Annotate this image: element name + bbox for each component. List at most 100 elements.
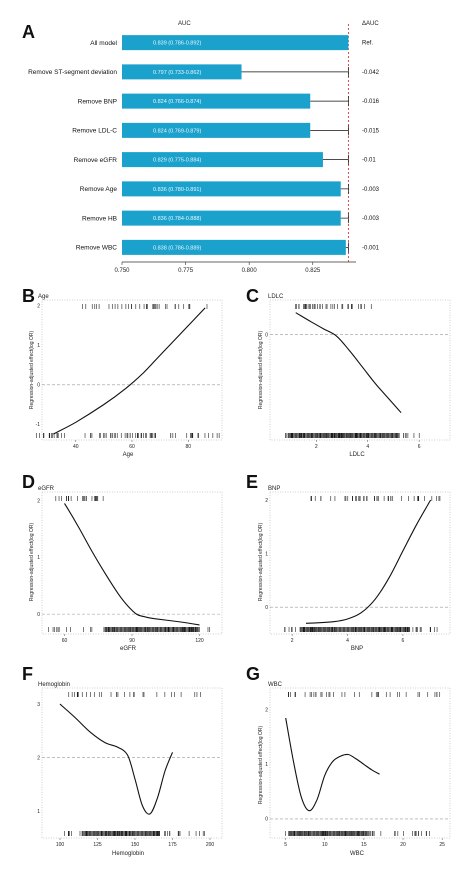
chart-e-title: BNP [268, 486, 280, 492]
x-tick-label: 15 [361, 842, 367, 848]
panel-letter-f: F [22, 664, 33, 684]
plot-frame [269, 687, 451, 839]
bar-value-label: 0.839 (0.786-0.892) [153, 41, 201, 47]
plot-frame [41, 299, 223, 441]
panel-letter-c: C [246, 286, 259, 306]
bar-value-label: 0.797 (0.733-0.862) [153, 70, 201, 76]
chart-e-bnp: 2 4 6 0 1 2 [265, 491, 451, 644]
x-tick-label: 4 [366, 444, 369, 450]
auc-bar [122, 35, 349, 51]
delta-auc-header: ΔAUC [362, 21, 379, 27]
category-label: All model [90, 40, 117, 47]
auc-bar [122, 152, 323, 168]
y-tick-label: 1 [37, 555, 40, 561]
chart-e-ylabel: Regression-adjusted effect(log OR) [258, 523, 264, 602]
spline-curve [53, 307, 206, 435]
x-tick-label: 2 [315, 444, 318, 450]
chart-c-xlabel: LDLC [349, 452, 365, 458]
delta-auc-label: -0.003 [362, 187, 380, 193]
y-tick-label: 2 [265, 498, 268, 504]
panel-letter-g: G [246, 664, 260, 684]
y-tick-label: 2 [37, 304, 40, 310]
chart-f-xlabel: Hemoglobin [112, 851, 144, 857]
x-tick-label: 6 [402, 638, 405, 644]
delta-auc-label: -0.001 [362, 245, 380, 251]
y-tick-label: 2 [37, 755, 40, 761]
spline-curve [285, 717, 380, 812]
y-tick-label: 1 [265, 551, 268, 557]
y-tick-label: 1 [37, 809, 40, 815]
bar-value-label: 0.829 (0.775-0.884) [153, 158, 201, 164]
spline-curve [295, 312, 402, 414]
x-tick-label: 60 [129, 444, 135, 450]
chart-c-title: LDLC [268, 294, 284, 300]
delta-auc-label: -0.003 [362, 216, 380, 222]
x-tick-label: 150 [131, 842, 140, 848]
plot-frame [41, 687, 223, 839]
panel-letter-e: E [246, 472, 258, 492]
x-tick-label: 4 [346, 638, 349, 644]
y-tick-label: 0 [265, 605, 268, 611]
auc-bar [122, 210, 341, 226]
x-tick-label: 175 [168, 842, 177, 848]
auc-bar [122, 239, 346, 255]
y-tick-label: 0 [37, 612, 40, 618]
chart-f-hemoglobin: 100 125 150 175 200 1 2 3 [37, 687, 223, 848]
chart-f-title: Hemoglobin [38, 682, 70, 688]
chart-d-egfr: 60 90 120 0 1 2 [37, 491, 223, 644]
category-label: Remove LDL-C [72, 128, 117, 135]
bar-value-label: 0.838 (0.786-0.889) [153, 245, 201, 251]
chart-c-ylabel: Regression-adjusted effect(log OR) [258, 331, 264, 410]
auc-header: AUC [178, 21, 191, 27]
chart-b-ylabel: Regression-adjusted effect(log OR) [29, 331, 35, 410]
category-label: Remove Age [80, 186, 118, 193]
chart-e-xlabel: BNP [351, 646, 363, 652]
x-tick-label: 60 [62, 638, 68, 644]
plot-frame [269, 299, 451, 441]
x-tick-label: 120 [195, 638, 204, 644]
y-tick-label: 2 [37, 498, 40, 504]
x-tick-label: 0.775 [178, 268, 194, 274]
x-tick-label: 100 [56, 842, 65, 848]
bar-value-label: 0.824 (0.769-0.879) [153, 128, 201, 134]
chart-g-xlabel: WBC [350, 851, 365, 857]
chart-g-ylabel: Regression-adjusted effect(log OR) [258, 726, 264, 805]
x-tick-label: 2 [291, 638, 294, 644]
x-tick-label: 40 [73, 444, 79, 450]
auc-bar [122, 122, 311, 138]
bar-value-label: 0.836 (0.784-0.888) [153, 216, 201, 222]
category-label: Remove WBC [76, 245, 117, 252]
spline-curve [305, 499, 432, 624]
x-tick-label: 20 [400, 842, 406, 848]
y-tick-label: 3 [37, 702, 40, 708]
panel-letter-d: D [22, 472, 35, 492]
chart-d-xlabel: eGFR [120, 646, 137, 652]
x-tick-label: 6 [418, 444, 421, 450]
bar-value-label: 0.824 (0.766-0.874) [153, 99, 201, 105]
x-tick-label: 125 [93, 842, 102, 848]
chart-b-title: Age [38, 294, 49, 300]
category-label: Remove ST-segment deviation [28, 69, 117, 76]
chart-a-auc-bars: All model 0.839 (0.786-0.892) Ref. Remove S… [28, 24, 380, 274]
spline-curve [64, 503, 200, 626]
x-tick-label: 0.750 [114, 268, 130, 274]
delta-auc-label: -0.015 [362, 128, 380, 134]
y-tick-label: 0 [265, 332, 268, 338]
category-label: Remove BNP [78, 98, 117, 105]
auc-bar [122, 64, 242, 80]
x-tick-label: 80 [185, 444, 191, 450]
x-tick-label: 0.825 [305, 268, 321, 274]
panel-letter-a: A [22, 22, 35, 42]
y-tick-label: 1 [37, 343, 40, 349]
x-tick-label: 5 [284, 842, 287, 848]
chart-d-title: eGFR [38, 486, 55, 492]
delta-auc-label: -0.016 [362, 99, 380, 105]
chart-c-ldlc: 2 4 6 0 [265, 299, 451, 450]
chart-b-age: 40 60 80 -1 0 1 2 [36, 299, 223, 450]
chart-g-title: WBC [268, 682, 283, 688]
plot-frame [269, 491, 451, 635]
delta-auc-label: -0.01 [362, 158, 376, 164]
delta-auc-label: Ref. [362, 41, 373, 47]
x-tick-label: 90 [129, 638, 135, 644]
x-tick-label: 0.800 [242, 268, 258, 274]
